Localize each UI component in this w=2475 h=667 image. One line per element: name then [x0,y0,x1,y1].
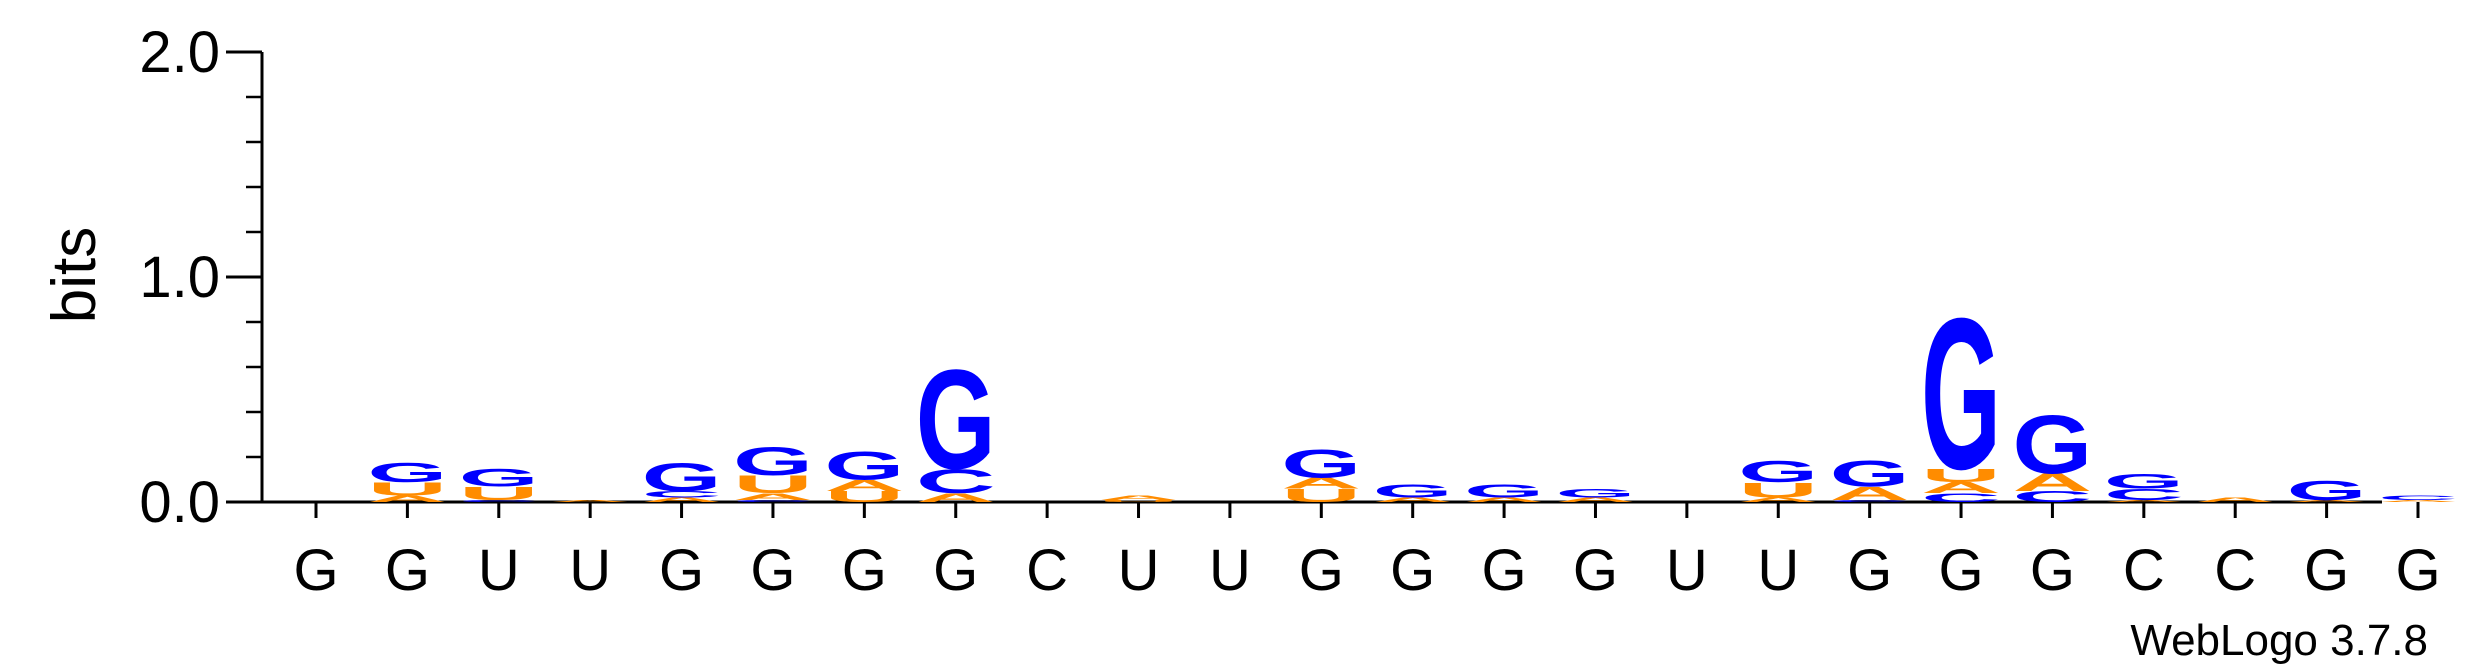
x-tick-label: G [1573,538,1618,603]
logo-letter-G: G [733,439,813,484]
y-axis-label: bits [40,227,109,323]
x-tick-label: U [1209,538,1251,603]
logo-letter-A: A [2287,499,2367,502]
logo-letter-C: C [1921,491,2001,505]
x-tick-label: G [1482,538,1527,603]
logo-letter-A: A [1830,483,1910,504]
logo-letter-G: G [642,454,722,499]
logo-letter-G: G [2104,469,2184,493]
x-tick-label: G [2304,538,2349,603]
logo-letter-A: A [1464,496,1544,503]
logo-letter-A: A [2012,469,2092,497]
x-tick-label: G [750,538,795,603]
x-tick-label: G [1847,538,1892,603]
y-tick-label: 2.0 [139,20,220,85]
logo-letter-A: A [1738,496,1818,503]
logo-letter-A: A [2195,496,2275,503]
logo-letter-G: G [1738,454,1818,489]
logo-letter-C: C [2378,494,2458,501]
logo-letter-G: G [916,341,996,499]
x-tick-label: C [1026,538,1068,603]
logo-letter-C: C [459,499,539,502]
x-tick-label: G [385,538,430,603]
logo-letter-G: G [1281,441,1361,486]
logo-letter-U: U [1099,499,1179,502]
logo-letter-C: C [642,489,722,499]
logo-letter-U: U [367,478,447,499]
x-tick-label: G [842,538,887,603]
logo-letter-U: U [733,471,813,499]
logo-letter-A: A [1099,494,1179,501]
logo-letter-A: A [2104,499,2184,502]
logo-letter-G: G [1464,481,1544,502]
x-tick-label: G [933,538,978,603]
logo-letter-A: A [1281,474,1361,491]
logo-letter-G: G [1830,453,1910,494]
x-tick-label: G [1938,538,1983,603]
logo-letter-G: G [824,443,904,488]
logo-letter-U: U [1921,465,2001,486]
x-tick-label: G [1390,538,1435,603]
x-tick-label: G [2395,538,2440,603]
logo-letter-G: G [459,464,539,492]
x-tick-label: C [2123,538,2165,603]
logo-letter-A: A [1921,479,2001,496]
logo-letter-G: G [2287,475,2367,506]
y-tick-label: 0.0 [139,470,220,535]
axes: 0.0 1.0 2.0 [139,20,2420,535]
weblogo-watermark: WebLogo 3.7.8 [2130,616,2428,665]
logo-letter-U: U [1281,485,1361,506]
x-tick-label: U [1118,538,1160,603]
logo-letter-G: G [367,457,447,488]
logo-letter-G: G [1555,486,1635,500]
logo-letter-A: A [824,477,904,494]
logo-letter-C: C [2012,488,2092,505]
logo-letter-A: A [1555,496,1635,503]
logo-letter-C: C [1830,499,1910,502]
x-tick-label: G [293,538,338,603]
x-tick-label: U [1757,538,1799,603]
logo-letter-U: U [1738,478,1818,502]
logo-letter-C: C [2104,486,2184,503]
x-tick-label: C [2214,538,2256,603]
logo-letter-A: A [2378,499,2458,502]
x-tick-label: U [478,538,520,603]
logo-letter-G: G [1921,273,2001,514]
logo-letter-G: G [1373,481,1453,502]
logo-letter-U: U [459,483,539,504]
x-tick-label: U [1666,538,1708,603]
logo-letter-C: C [916,463,996,501]
logo-letter-A: A [550,499,630,502]
x-tick-label: G [1299,538,1344,603]
logo-letter-A: A [367,494,447,504]
logo-letter-A: A [642,496,722,503]
y-tick-label: 1.0 [139,245,220,310]
logo-letter-A: A [916,491,996,505]
x-tick-label: G [2030,538,2075,603]
logo-letter-U: U [824,488,904,505]
x-tick-label: U [569,538,611,603]
logo-letter-A: A [733,491,813,501]
logo-letter-A: A [1373,496,1453,503]
logo-letter-G: G [2012,397,2092,490]
x-tick-label: G [659,538,704,603]
logo-letter-C: C [733,499,813,502]
